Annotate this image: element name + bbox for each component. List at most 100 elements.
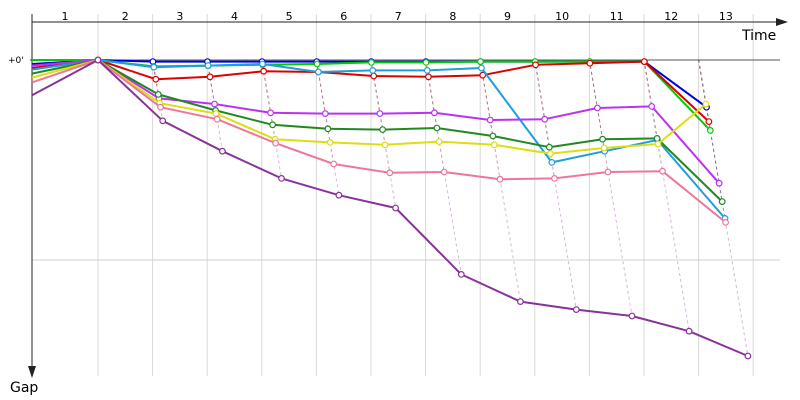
lap-connector: [643, 59, 658, 141]
lap-label: 4: [231, 10, 238, 23]
lap-connectors: [152, 59, 749, 357]
series-point: [218, 147, 226, 155]
lap-connector: [643, 59, 659, 145]
series-lines: [31, 56, 752, 360]
lap-connector: [643, 59, 690, 332]
series-point: [551, 174, 558, 182]
series-point: [541, 115, 549, 123]
series-point: [517, 298, 524, 306]
lap-connector: [425, 59, 462, 275]
series-point: [315, 68, 322, 76]
lap-connector: [588, 59, 633, 317]
lap-connector: [588, 59, 604, 140]
lap-label: 9: [504, 10, 511, 23]
series-point: [425, 73, 432, 81]
series-point: [321, 110, 329, 117]
series-point: [267, 109, 275, 117]
y-axis-title: Gap: [10, 380, 38, 396]
series-point: [376, 110, 384, 117]
series-point: [269, 121, 277, 129]
series-point: [326, 138, 334, 146]
lap-connector: [643, 59, 658, 139]
series-point: [604, 168, 612, 176]
series-point: [272, 139, 280, 147]
series-point: [640, 58, 648, 65]
series-point: [381, 141, 389, 149]
series-point: [718, 198, 726, 206]
series-point: [532, 61, 539, 69]
lap-connector: [588, 59, 598, 109]
series-point: [572, 306, 580, 314]
lap-connector: [370, 59, 397, 209]
lap-connector: [588, 59, 609, 173]
series-point: [715, 179, 723, 187]
series-point: [489, 132, 497, 140]
series-point: [94, 56, 102, 64]
lap-connector: [698, 59, 707, 105]
series-point: [490, 141, 498, 149]
lap-labels: 1 2 3 4 5 6 7 8 9 10 11 12 13: [62, 10, 733, 23]
lap-label: 1: [62, 10, 69, 23]
lap-connector: [534, 59, 551, 154]
series-point: [653, 134, 661, 142]
series-point: [330, 160, 338, 168]
series-point: [433, 124, 441, 132]
series-point: [496, 175, 504, 183]
series-point: [335, 191, 343, 199]
x-axis-arrow-icon: [776, 18, 788, 26]
lap-label: 11: [610, 10, 624, 23]
series-point: [659, 167, 666, 175]
grid: [32, 14, 780, 376]
series-point: [159, 117, 167, 125]
x-axis-title: Time: [741, 28, 776, 44]
series-point: [478, 64, 485, 72]
series-point: [369, 66, 377, 74]
lap-connector: [152, 59, 164, 121]
series-point: [204, 62, 212, 69]
lap-connector: [534, 59, 546, 120]
lap-connector: [261, 59, 283, 179]
series-point: [586, 59, 594, 67]
series-point: [212, 110, 220, 117]
series-point: [706, 126, 714, 134]
series-line: [31, 59, 723, 203]
lap-label: 6: [340, 10, 347, 23]
series-point: [213, 115, 221, 123]
series-point: [423, 66, 431, 74]
series-point: [324, 125, 332, 133]
series-point: [152, 75, 160, 83]
series-point: [654, 140, 662, 148]
series-point: [599, 135, 606, 143]
lap-connector: [643, 59, 664, 172]
lap-label: 12: [664, 10, 678, 23]
series-point: [479, 71, 487, 79]
series-point: [457, 271, 465, 278]
series-point: [628, 312, 636, 320]
series-point: [150, 63, 158, 71]
series-point: [547, 150, 554, 158]
series-point: [386, 169, 394, 177]
lap-connector: [698, 59, 707, 108]
y-zero-tick-label: +0': [8, 56, 24, 66]
series-point: [744, 352, 752, 360]
series-point: [157, 103, 164, 111]
lap-connector: [534, 59, 577, 310]
lap-label: 8: [449, 10, 456, 23]
series-point: [722, 218, 729, 226]
series-point: [648, 102, 656, 110]
lap-connector: [534, 59, 550, 148]
series-point: [545, 143, 553, 151]
series-point: [392, 204, 400, 212]
series-point: [260, 67, 268, 75]
lap-label: 13: [719, 10, 733, 23]
series-point: [431, 109, 438, 117]
lap-connector: [698, 59, 726, 219]
series-point: [154, 90, 162, 98]
series-point: [422, 59, 430, 66]
series-point: [594, 104, 601, 112]
lap-connector: [698, 59, 710, 122]
series-point: [477, 58, 484, 65]
series-point: [685, 327, 693, 335]
series-point: [379, 126, 387, 134]
